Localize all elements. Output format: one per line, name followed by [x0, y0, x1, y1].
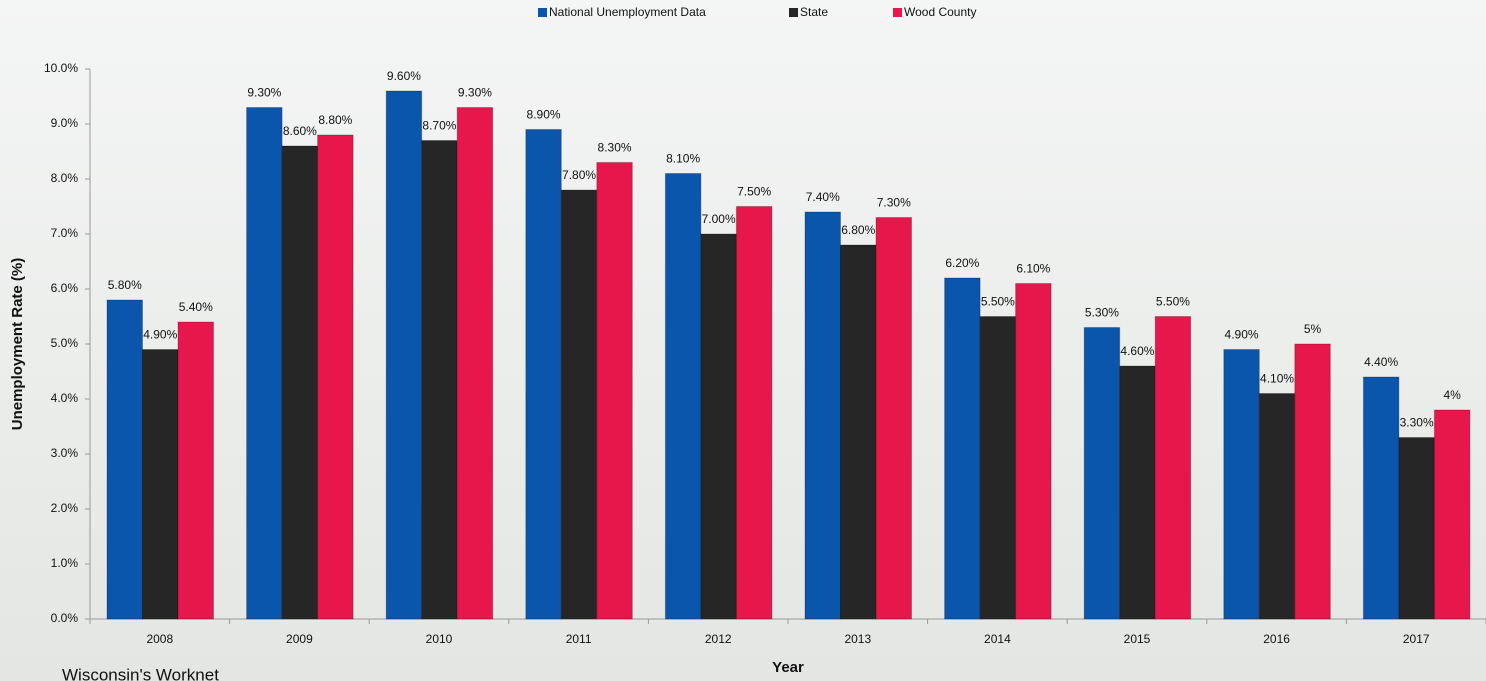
- value-label: 9.30%: [247, 86, 281, 100]
- bar: [142, 349, 179, 620]
- bar: [106, 299, 143, 620]
- value-label: 7.40%: [806, 190, 840, 204]
- bar: [421, 140, 458, 620]
- bar: [664, 173, 702, 620]
- bar: [177, 321, 214, 620]
- bar: [1119, 365, 1156, 620]
- bar: [1398, 437, 1435, 620]
- value-label: 4.60%: [1120, 344, 1154, 358]
- value-label: 8.10%: [666, 152, 700, 166]
- value-label: 5.50%: [1156, 295, 1190, 309]
- bar: [875, 217, 912, 620]
- bar: [560, 189, 598, 620]
- bar: [1294, 343, 1331, 620]
- bar: [1258, 393, 1296, 620]
- bar: [525, 129, 562, 620]
- bar: [804, 211, 841, 620]
- legend-label: National Unemployment Data: [549, 5, 706, 19]
- value-label: 4%: [1443, 388, 1461, 402]
- bar: [385, 90, 423, 620]
- y-tick-label: 4.0%: [51, 391, 79, 405]
- x-axis-title: Year: [772, 659, 804, 676]
- legend-label: State: [800, 5, 828, 19]
- y-tick-label: 2.0%: [51, 501, 79, 515]
- bar: [840, 244, 877, 620]
- bar: [317, 134, 354, 620]
- value-label: 8.30%: [598, 141, 632, 155]
- bar: [1362, 376, 1400, 620]
- bar: [1154, 316, 1192, 620]
- value-label: 8.60%: [283, 124, 317, 138]
- x-tick-label: 2015: [1124, 632, 1151, 646]
- value-label: 5%: [1304, 322, 1322, 336]
- legend-swatch: [538, 8, 547, 17]
- bar: [596, 162, 633, 620]
- value-label: 7.80%: [562, 168, 596, 182]
- value-label: 3.30%: [1400, 416, 1434, 430]
- x-tick-label: 2011: [566, 632, 592, 646]
- bar: [1083, 327, 1121, 620]
- bar: [1433, 409, 1471, 620]
- x-tick-label: 2010: [426, 632, 453, 646]
- x-tick-label: 2014: [984, 632, 1011, 646]
- value-label: 5.40%: [179, 300, 213, 314]
- y-tick-label: 9.0%: [51, 116, 79, 130]
- value-label: 5.80%: [108, 278, 142, 292]
- value-label: 7.50%: [737, 185, 771, 199]
- value-label: 9.30%: [458, 86, 492, 100]
- value-label: 6.20%: [945, 256, 979, 270]
- y-tick-label: 1.0%: [51, 556, 79, 570]
- value-label: 7.00%: [702, 212, 736, 226]
- value-label: 5.50%: [981, 295, 1015, 309]
- value-label: 8.80%: [318, 113, 352, 127]
- value-label: 8.70%: [422, 119, 456, 133]
- value-label: 9.60%: [387, 69, 421, 83]
- value-label: 5.30%: [1085, 306, 1119, 320]
- bar: [944, 277, 981, 620]
- x-tick-label: 2008: [146, 632, 173, 646]
- bar: [281, 145, 319, 620]
- legend-swatch: [789, 8, 798, 17]
- y-axis-title: Unemployment Rate (%): [9, 258, 26, 431]
- y-tick-label: 10.0%: [44, 61, 78, 75]
- value-label: 4.10%: [1260, 372, 1294, 386]
- bar: [456, 107, 494, 620]
- value-label: 4.90%: [1225, 328, 1259, 342]
- x-tick-label: 2017: [1403, 632, 1430, 646]
- y-tick-label: 3.0%: [51, 446, 79, 460]
- x-tick-label: 2013: [844, 632, 871, 646]
- legend-label: Wood County: [904, 5, 977, 19]
- legend-swatch: [893, 8, 902, 17]
- value-label: 7.30%: [877, 196, 911, 210]
- y-tick-label: 8.0%: [51, 171, 79, 185]
- bar: [979, 316, 1017, 620]
- value-label: 8.90%: [527, 108, 561, 122]
- bar: [735, 206, 773, 620]
- x-tick-label: 2012: [705, 632, 732, 646]
- y-tick-label: 5.0%: [51, 336, 79, 350]
- source: Wisconsin's Worknet: [62, 665, 219, 681]
- value-label: 6.10%: [1016, 262, 1050, 276]
- value-label: 6.80%: [841, 223, 875, 237]
- bar: [1223, 349, 1260, 620]
- value-label: 4.90%: [143, 328, 177, 342]
- bar: [246, 107, 283, 620]
- value-label: 4.40%: [1364, 355, 1398, 369]
- bar: [700, 233, 737, 620]
- x-tick-label: 2016: [1263, 632, 1290, 646]
- bar: [1015, 283, 1052, 620]
- y-tick-label: 7.0%: [51, 226, 79, 240]
- x-tick-label: 2009: [286, 632, 313, 646]
- y-tick-label: 6.0%: [51, 281, 79, 295]
- y-tick-label: 0.0%: [51, 611, 79, 625]
